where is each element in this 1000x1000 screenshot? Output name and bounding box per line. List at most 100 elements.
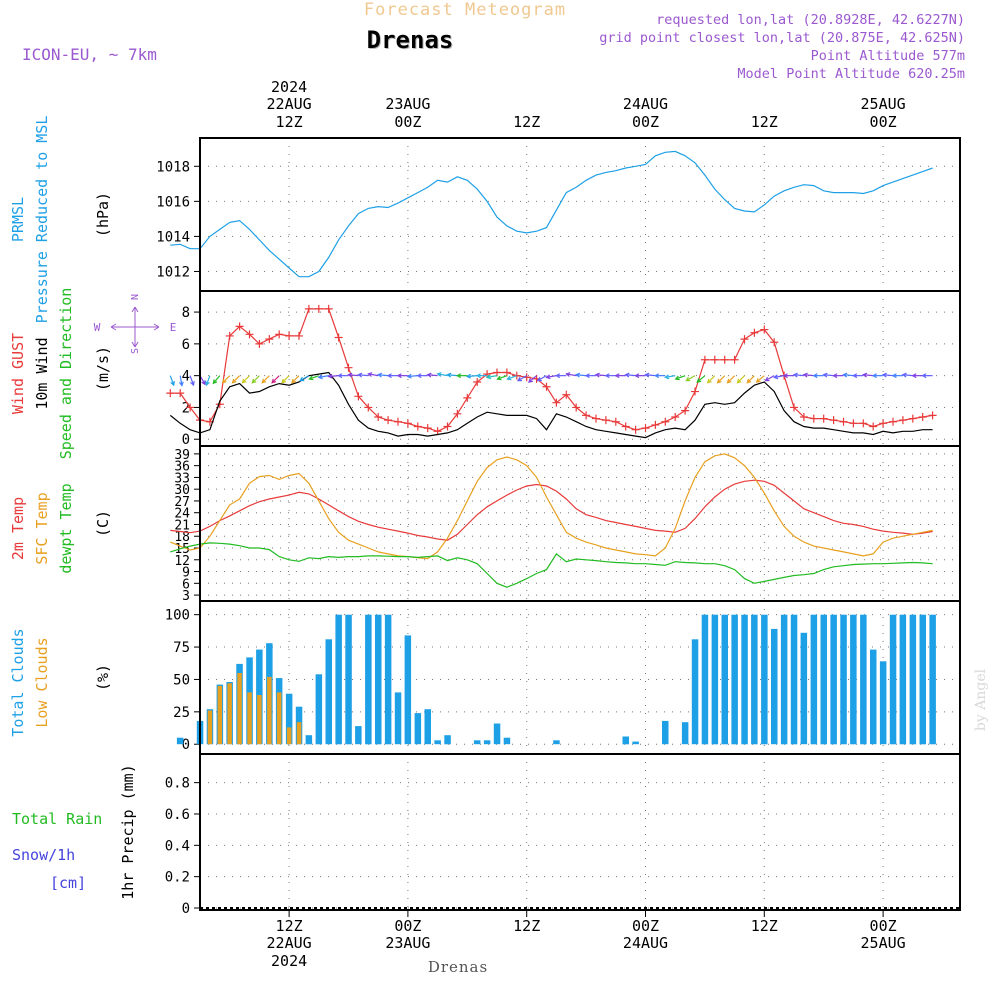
ytick-label: 25 [173, 705, 190, 721]
gust-point [829, 416, 838, 425]
wind-arrow [645, 374, 656, 377]
wind-arrow-head [614, 373, 620, 379]
watermark: by Angel [973, 668, 989, 731]
panel-label: SFC Temp [33, 492, 51, 564]
ytick-label: 6 [182, 337, 190, 353]
gust-point [453, 409, 462, 418]
ytick-label: 39 [174, 448, 190, 463]
wind-arrow-head [574, 372, 581, 378]
bottom-date: 22AUG [267, 934, 312, 952]
gust-point [364, 403, 373, 412]
compass-arrows [110, 306, 160, 348]
compass-north: N [130, 294, 141, 300]
bar-total-clouds [899, 614, 907, 745]
gust-point [473, 378, 482, 387]
gust-point [740, 335, 749, 344]
bar-total-clouds [909, 614, 917, 745]
panel-frame [199, 137, 961, 292]
ytick-label: 18 [174, 530, 190, 545]
wind-arrow [291, 375, 300, 384]
gust-point [928, 411, 937, 420]
gust-point [423, 424, 432, 433]
compass-west: W [94, 321, 101, 334]
bar-total-clouds [929, 614, 936, 745]
bar-total-clouds [375, 614, 382, 745]
wind-arrow-head [604, 373, 610, 379]
wind-arrow-head [485, 374, 492, 380]
bottom-hour: 00Z [632, 917, 659, 935]
bar-total-clouds [473, 740, 481, 745]
ytick-label: 0 [182, 432, 190, 448]
wind-arrow [537, 375, 547, 382]
axis-ylabel: (C) [94, 510, 112, 537]
bar-total-clouds [493, 723, 501, 745]
bar-total-clouds [701, 614, 709, 745]
gust-point [314, 304, 323, 313]
gust-point [621, 422, 630, 431]
bar-low-clouds [227, 683, 232, 745]
gust-point [631, 425, 640, 434]
bar-total-clouds [830, 614, 837, 745]
bar-low-clouds [237, 673, 242, 745]
wind-arrow-head [376, 372, 383, 378]
gust-point [869, 422, 878, 431]
data-layer [166, 150, 960, 909]
ytick-label: 3 [182, 589, 190, 604]
wind-arrow [595, 374, 606, 377]
bar-total-clouds [780, 614, 788, 745]
wind-arrow-head [241, 378, 247, 384]
wind-arrow-head [281, 378, 287, 384]
bar-low-clouds [257, 695, 262, 745]
top-year: 2024 [271, 78, 307, 96]
wind-arrow-head [190, 381, 195, 387]
bottom-hour: 00Z [870, 917, 897, 935]
gust-point [819, 414, 828, 423]
wind-arrow-head [891, 373, 897, 379]
chart-title: Forecast Meteogram [364, 0, 566, 20]
wind-arrow [576, 374, 587, 377]
gust-point [898, 416, 907, 425]
wind-arrow [737, 375, 745, 384]
gust-point [681, 406, 690, 415]
wind-arrow [707, 375, 716, 384]
station-title: Drenas [367, 26, 454, 54]
bar-total-clouds [800, 632, 808, 745]
bottom-hour: 12Z [751, 917, 778, 935]
gust-point [582, 411, 591, 420]
gust-point [542, 382, 551, 391]
panel-label: Total Rain [12, 810, 102, 828]
bar-total-clouds [870, 649, 877, 745]
wind-arrow [242, 375, 250, 384]
panel-label: [cm] [50, 874, 86, 892]
wind-arrow-head [644, 372, 650, 378]
panel-label: PRMSL [9, 197, 27, 242]
gust-point [809, 414, 818, 423]
wind-arrow [717, 375, 726, 384]
wind-arrow-head [536, 376, 542, 382]
ytick-label: 1012 [156, 264, 190, 280]
bar-total-clouds [820, 614, 827, 745]
wind-arrow [447, 374, 458, 377]
ytick-label: 1018 [156, 159, 190, 175]
bar-total-clouds [483, 740, 491, 745]
bar-total-clouds [681, 722, 689, 745]
wind-arrow-head [337, 373, 343, 379]
bar-low-clouds [247, 692, 252, 745]
wind-arrow-head [685, 376, 691, 382]
wind-arrow [625, 374, 636, 377]
bar-total-clouds [503, 737, 511, 745]
wind-arrow [358, 374, 369, 377]
wind-arrow [189, 375, 195, 386]
bar-total-clouds [751, 614, 758, 745]
bottom-hour: 00Z [394, 917, 421, 935]
gust-point [730, 355, 739, 364]
gust-point [641, 424, 650, 433]
gust-point [166, 389, 175, 398]
wind-arrow [467, 375, 478, 378]
wind-arrow-head [317, 374, 323, 380]
wind-arrow-head [594, 372, 600, 378]
wind-arrow-head [565, 372, 571, 377]
top-hour: 00Z [394, 113, 421, 131]
wind-arrow [328, 375, 339, 378]
wind-arrow-head [755, 378, 761, 383]
